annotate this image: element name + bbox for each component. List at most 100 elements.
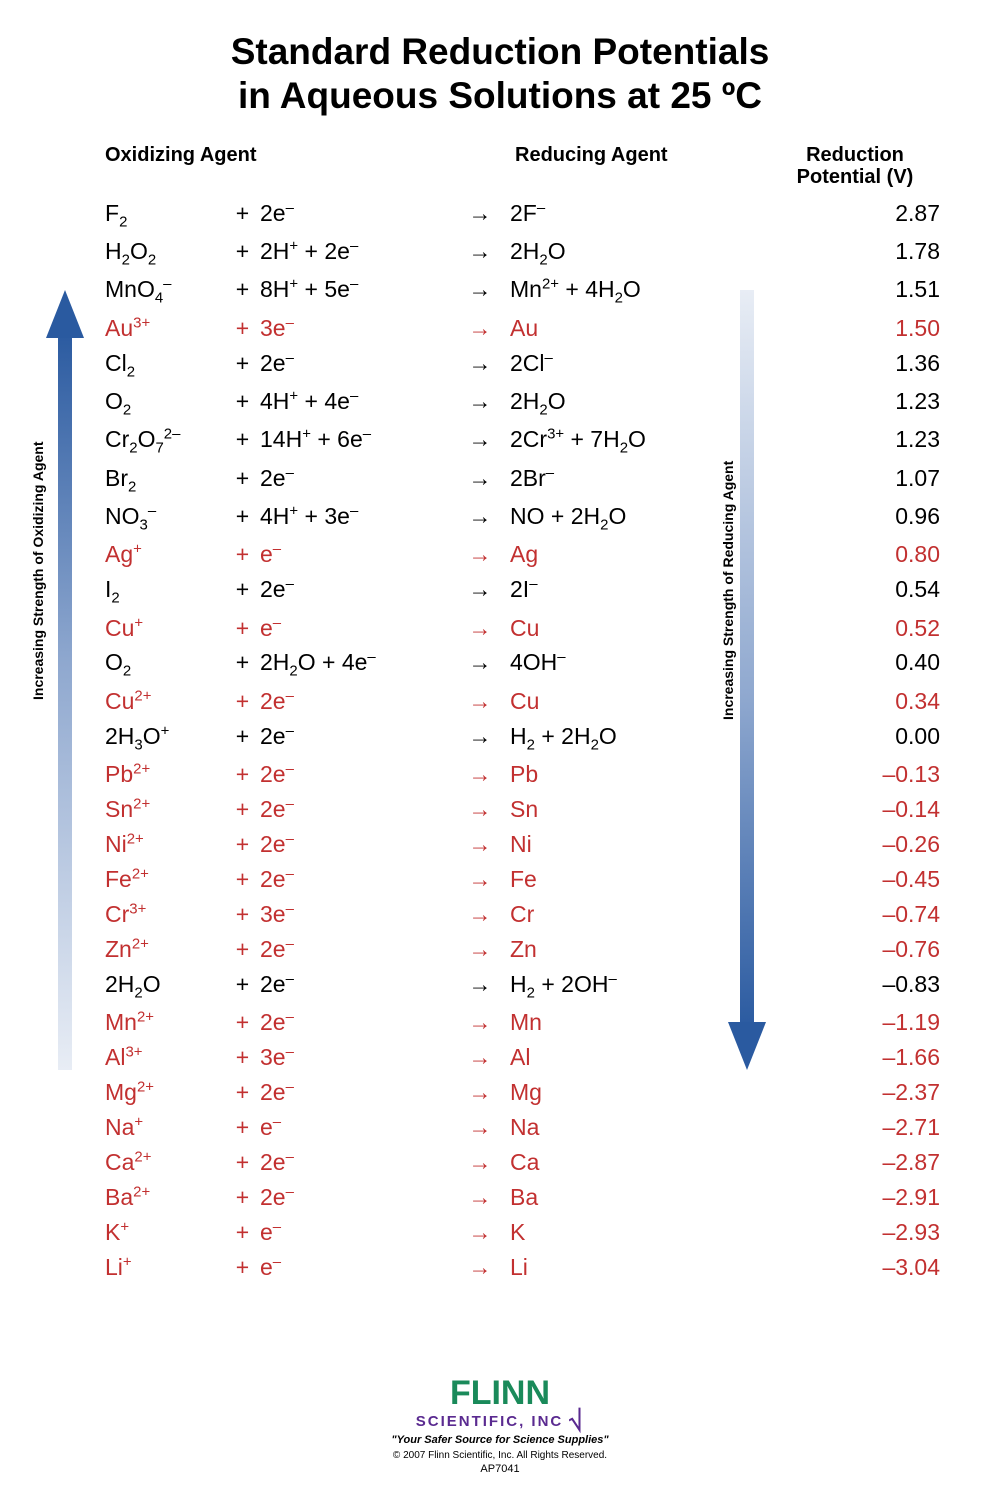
reducing-species: Li xyxy=(510,1250,740,1285)
arrow-symbol: → xyxy=(450,645,510,680)
arrow-symbol: → xyxy=(450,1215,510,1250)
electrons: 2H2O + 4e– xyxy=(260,645,450,683)
logo-subtitle: SCIENTIFIC, INC ⎷ xyxy=(0,1409,1000,1432)
plus-symbol: + xyxy=(225,1180,260,1215)
reducing-species: Ni xyxy=(510,827,740,862)
electrons: 8H+ + 5e– xyxy=(260,272,450,307)
reducing-species: 4OH– xyxy=(510,645,740,680)
reaction-row: Cu2++2e–→Cu0.34 xyxy=(105,684,940,719)
electrons: 2e– xyxy=(260,932,450,967)
reducing-species: K xyxy=(510,1215,740,1250)
electrons: 2e– xyxy=(260,461,450,496)
reaction-row: Ni2++2e–→Ni–0.26 xyxy=(105,827,940,862)
oxidizing-strength-label: Increasing Strength of Oxidizing Agent xyxy=(30,442,46,701)
electrons: 2e– xyxy=(260,862,450,897)
potential-value: 1.23 xyxy=(840,384,940,419)
arrow-symbol: → xyxy=(450,499,510,534)
logo-brand: FLINN xyxy=(0,1374,1000,1413)
potential-value: –1.66 xyxy=(840,1040,940,1075)
reducing-species: 2Br– xyxy=(510,461,740,496)
plus-symbol: + xyxy=(225,719,260,754)
reducing-species: Mg xyxy=(510,1075,740,1110)
arrow-symbol: → xyxy=(450,461,510,496)
reducing-species: Fe xyxy=(510,862,740,897)
potential-value: –0.74 xyxy=(840,897,940,932)
arrow-symbol: → xyxy=(450,967,510,1002)
reducing-species: 2H2O xyxy=(510,384,740,422)
reaction-row: Zn2++2e–→Zn–0.76 xyxy=(105,932,940,967)
electrons: 4H+ + 3e– xyxy=(260,499,450,534)
arrow-symbol: → xyxy=(450,792,510,827)
potential-value: 1.51 xyxy=(840,272,940,307)
potential-value: 2.87 xyxy=(840,196,940,231)
oxidizing-species: Mg2+ xyxy=(105,1075,225,1110)
plus-symbol: + xyxy=(225,1215,260,1250)
logo-tagline: "Your Safer Source for Science Supplies" xyxy=(0,1434,1000,1446)
arrow-symbol: → xyxy=(450,1005,510,1040)
oxidizing-species: Cr3+ xyxy=(105,897,225,932)
plus-symbol: + xyxy=(225,572,260,607)
header-oxidizing: Oxidizing Agent xyxy=(105,144,265,188)
electrons: 2e– xyxy=(260,757,450,792)
reducing-species: Ba xyxy=(510,1180,740,1215)
arrow-symbol: → xyxy=(450,897,510,932)
oxidizing-species: O2 xyxy=(105,384,225,422)
reaction-row: Br2+2e–→2Br–1.07 xyxy=(105,461,940,499)
potential-value: –2.91 xyxy=(840,1180,940,1215)
oxidizing-species: Br2 xyxy=(105,461,225,499)
plus-symbol: + xyxy=(225,792,260,827)
potential-value: 0.54 xyxy=(840,572,940,607)
electrons: 14H+ + 6e– xyxy=(260,422,450,457)
reducing-species: Al xyxy=(510,1040,740,1075)
reducing-species: Mn2+ + 4H2O xyxy=(510,272,740,310)
arrow-symbol: → xyxy=(450,346,510,381)
potential-value: –3.04 xyxy=(840,1250,940,1285)
potential-value: 1.50 xyxy=(840,311,940,346)
oxidizing-species: Al3+ xyxy=(105,1040,225,1075)
plus-symbol: + xyxy=(225,461,260,496)
potential-value: –2.87 xyxy=(840,1145,940,1180)
arrow-symbol: → xyxy=(450,384,510,419)
plus-symbol: + xyxy=(225,1040,260,1075)
oxidizing-species: Cu2+ xyxy=(105,684,225,719)
plus-symbol: + xyxy=(225,1145,260,1180)
plus-symbol: + xyxy=(225,757,260,792)
plus-symbol: + xyxy=(225,234,260,269)
potential-value: 0.34 xyxy=(840,684,940,719)
plus-symbol: + xyxy=(225,684,260,719)
arrow-symbol: → xyxy=(450,719,510,754)
potential-value: –0.45 xyxy=(840,862,940,897)
plus-symbol: + xyxy=(225,537,260,572)
oxidizing-strength-arrow xyxy=(48,290,82,1070)
plus-symbol: + xyxy=(225,1005,260,1040)
reducing-species: 2H2O xyxy=(510,234,740,272)
reducing-species: Na xyxy=(510,1110,740,1145)
reaction-row: Mn2++2e–→Mn–1.19 xyxy=(105,1005,940,1040)
plus-symbol: + xyxy=(225,422,260,457)
oxidizing-species: Ag+ xyxy=(105,537,225,572)
reducing-species: Au xyxy=(510,311,740,346)
oxidizing-species: NO3– xyxy=(105,499,225,537)
potential-value: –0.76 xyxy=(840,932,940,967)
arrow-symbol: → xyxy=(450,537,510,572)
arrow-symbol: → xyxy=(450,234,510,269)
reducing-species: Pb xyxy=(510,757,740,792)
arrow-shaft xyxy=(58,330,72,1070)
potential-value: 0.52 xyxy=(840,611,940,646)
electrons: e– xyxy=(260,1215,450,1250)
oxidizing-species: Cu+ xyxy=(105,611,225,646)
reducing-species: Cr xyxy=(510,897,740,932)
electrons: 2e– xyxy=(260,967,450,1002)
plus-symbol: + xyxy=(225,311,260,346)
potential-value: 0.00 xyxy=(840,719,940,754)
reducing-species: Sn xyxy=(510,792,740,827)
electrons: 2e– xyxy=(260,572,450,607)
plus-symbol: + xyxy=(225,645,260,680)
plus-symbol: + xyxy=(225,272,260,307)
reducing-species: Mn xyxy=(510,1005,740,1040)
footer: FLINN SCIENTIFIC, INC ⎷ "Your Safer Sour… xyxy=(0,1374,1000,1475)
plus-symbol: + xyxy=(225,1075,260,1110)
arrow-symbol: → xyxy=(450,572,510,607)
reaction-row: Na++e–→Na–2.71 xyxy=(105,1110,940,1145)
potential-value: –0.14 xyxy=(840,792,940,827)
